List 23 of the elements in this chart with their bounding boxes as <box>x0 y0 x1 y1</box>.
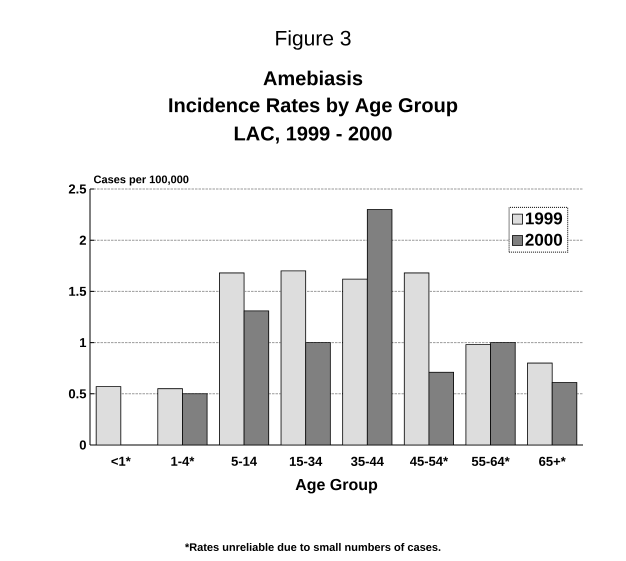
x-tick-label: <1* <box>111 456 131 466</box>
x-tick-label: 35-44 <box>350 456 384 466</box>
x-tick-label: 15-34 <box>290 456 322 466</box>
x-tick-label: 1-4* <box>171 456 194 466</box>
legend-label: 1999 <box>526 212 562 224</box>
x-tick-label: 45-54* <box>410 456 448 466</box>
text: Incidence Rates by Age Group <box>169 98 458 116</box>
y-axis-title: Cases per 100,000 <box>94 176 188 186</box>
x-tick-label: 65+* <box>539 456 566 466</box>
chart-title: Figure 3 <box>276 30 351 50</box>
x-tick-label: 55-64* <box>472 456 510 466</box>
x-tick-label: 5-14 <box>231 456 258 466</box>
x-axis-title: Age Group <box>296 478 378 494</box>
y-tick-label: 2.5 <box>68 184 86 194</box>
y-tick-label: 0 <box>80 440 86 450</box>
y-tick-label: 0.5 <box>68 389 86 398</box>
y-tick-label: 2 <box>80 236 86 245</box>
y-tick-label: 1 <box>80 338 86 348</box>
text: LAC, 1999 - 2000 <box>234 126 392 144</box>
chart-subtitle: Amebiasis <box>263 70 362 86</box>
y-tick-label: 1.5 <box>69 286 86 296</box>
legend-label: 2000 <box>525 234 562 246</box>
text: *Rates unreliable due to small numbers of cases. <box>184 542 440 552</box>
